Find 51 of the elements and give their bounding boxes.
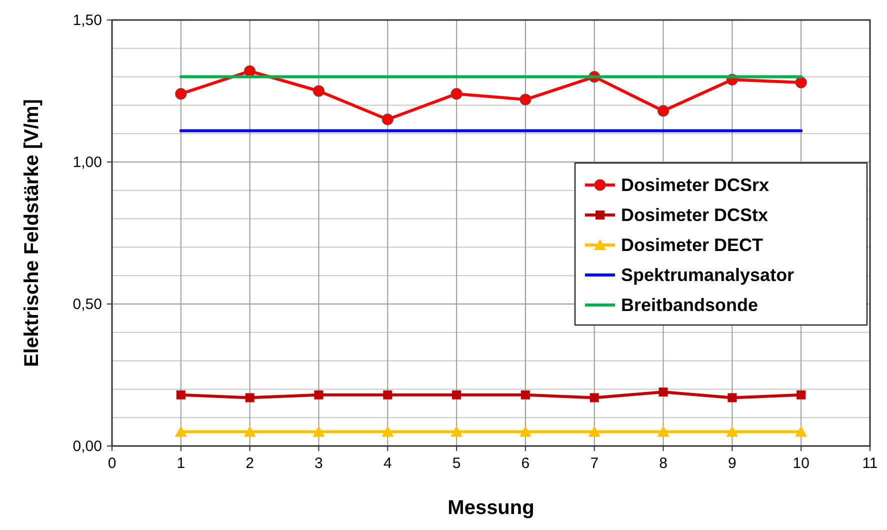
legend-label: Dosimeter DCStx	[621, 205, 768, 225]
point	[590, 393, 599, 402]
point	[450, 426, 463, 437]
point	[657, 426, 670, 437]
point	[728, 393, 737, 402]
point	[244, 65, 256, 77]
point	[658, 388, 668, 397]
point	[312, 85, 325, 97]
point	[450, 88, 462, 100]
legend-label: Dosimeter DCSrx	[621, 175, 770, 195]
x-tick-label: 0	[108, 455, 116, 472]
point	[452, 390, 462, 400]
point	[796, 390, 806, 400]
y-axis-title: Elektrische Feldstärke [V/m]	[21, 99, 43, 367]
x-tick-label: 4	[383, 455, 392, 472]
point	[795, 76, 807, 88]
point	[657, 105, 670, 117]
y-tick-label: 0,00	[72, 438, 102, 455]
point	[312, 426, 325, 437]
point	[520, 390, 530, 400]
x-tick-label: 8	[659, 455, 668, 472]
point	[174, 426, 187, 437]
x-tick-label: 5	[452, 455, 461, 472]
x-tick-label: 2	[246, 455, 254, 472]
point	[726, 426, 738, 437]
point	[176, 390, 186, 400]
point	[244, 426, 256, 437]
point	[520, 94, 532, 106]
legend-label: Dosimeter DECT	[621, 235, 764, 255]
legend-label: Spektrumanalysator	[621, 265, 794, 285]
point	[382, 114, 394, 126]
point	[383, 390, 392, 400]
y-tick-label: 0,50	[72, 296, 102, 313]
point	[175, 88, 187, 100]
point	[795, 426, 808, 437]
point	[519, 426, 532, 437]
point	[588, 426, 600, 437]
x-axis-title: Messung	[448, 497, 534, 519]
x-tick-label: 3	[314, 455, 323, 472]
y-tick-label: 1,00	[72, 154, 102, 171]
x-tick-label: 11	[862, 455, 878, 472]
y-tick-label: 1,50	[72, 12, 102, 29]
x-tick-label: 7	[590, 455, 599, 472]
x-tick-label: 10	[792, 455, 810, 472]
point	[245, 393, 254, 402]
legend-label: Breitbandsonde	[621, 295, 758, 315]
point	[314, 390, 324, 400]
point	[382, 426, 394, 437]
x-tick-label: 6	[521, 455, 530, 472]
x-tick-label: 9	[728, 455, 736, 472]
x-tick-label: 1	[176, 455, 186, 472]
